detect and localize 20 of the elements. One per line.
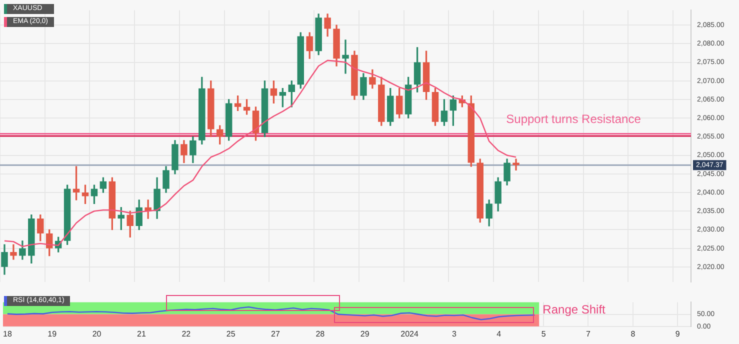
x-tick-label: 7: [586, 329, 592, 338]
x-tick-label: 2024: [400, 329, 419, 338]
x-tick-label: 20: [92, 329, 102, 338]
candlestick: [342, 40, 349, 74]
annotation: Range Shift: [542, 302, 606, 317]
x-tick-label: 4: [496, 329, 502, 338]
x-tick-label: 9: [675, 329, 680, 338]
x-tick-label: 5: [541, 329, 546, 338]
x-tick-label: 27: [271, 329, 281, 338]
x-tick-label: 3: [452, 329, 457, 338]
x-tick-label: 25: [226, 329, 236, 338]
x-tick-label: 21: [137, 329, 146, 338]
x-tick-label: 22: [182, 329, 192, 338]
x-tick-label: 18: [2, 329, 12, 338]
x-tick-label: 8: [630, 329, 636, 338]
x-tick-label: 28: [316, 329, 326, 338]
x-tick-label: 29: [360, 329, 370, 338]
x-tick-label: 19: [48, 329, 58, 338]
candlestick: [512, 158, 520, 171]
ref-line-label: Support turns Resistance: [506, 112, 642, 126]
